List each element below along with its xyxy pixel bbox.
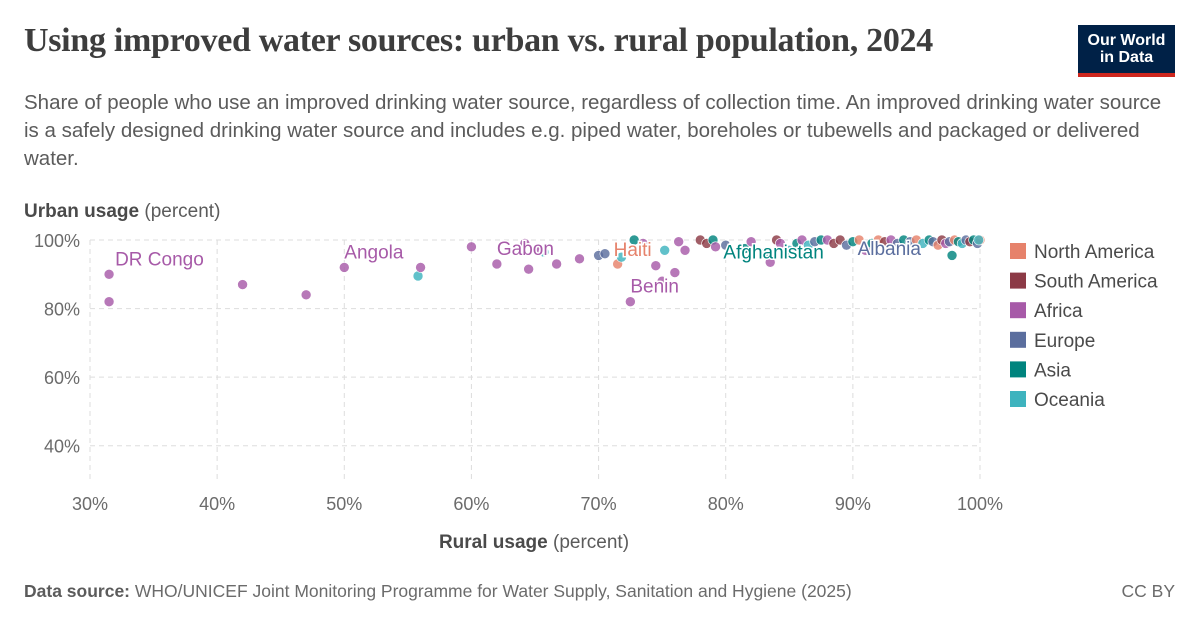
- license-link[interactable]: CC BY: [1121, 581, 1175, 601]
- data-points: [103, 234, 986, 308]
- point-label: Afghanistan: [723, 243, 823, 264]
- y-axis-title-unit: (percent): [144, 201, 220, 222]
- grid-lines: [89, 239, 981, 480]
- x-tick-label: 30%: [72, 494, 108, 514]
- logo-line-1: Our World: [1087, 32, 1166, 49]
- point-label: Angola: [344, 242, 404, 263]
- data-point: [775, 238, 786, 249]
- data-point: [946, 250, 958, 261]
- x-tick-label: 100%: [957, 494, 1003, 514]
- data-point: [237, 279, 248, 290]
- data-point: [853, 234, 865, 246]
- legend-swatch: [1010, 302, 1026, 319]
- data-source: Data source: WHO/UNICEF Joint Monitoring…: [24, 581, 852, 602]
- data-point: [720, 239, 732, 251]
- data-point: [519, 238, 531, 249]
- data-point: [574, 253, 585, 265]
- x-axis-title-unit: (percent): [553, 532, 629, 553]
- x-tick-label: 50%: [326, 494, 362, 514]
- x-tick-label: 80%: [708, 494, 744, 514]
- legend-swatch: [1010, 272, 1026, 289]
- legend-swatch: [1010, 331, 1026, 348]
- data-point: [758, 248, 770, 260]
- point-label: Haiti: [614, 240, 652, 261]
- data-point: [764, 256, 776, 268]
- data-point: [551, 258, 562, 270]
- y-tick-label: 40%: [44, 437, 80, 457]
- point-label: Gabon: [497, 239, 554, 260]
- x-tick-label: 60%: [453, 494, 489, 514]
- data-point: [599, 248, 611, 260]
- x-axis-title-bold: Rural usage: [439, 532, 548, 553]
- legend-swatch: [1010, 243, 1026, 259]
- data-point: [673, 236, 684, 248]
- point-label: Benin: [630, 277, 679, 298]
- data-point: [415, 262, 426, 273]
- data-point: [491, 258, 503, 270]
- data-point: [523, 263, 534, 275]
- legend-label: Africa: [1034, 301, 1083, 322]
- y-axis-title-bold: Urban usage: [24, 201, 139, 222]
- data-point: [973, 234, 985, 246]
- data-point: [710, 241, 721, 253]
- chart-title: Using improved water sources: urban vs. …: [24, 22, 933, 59]
- data-point: [745, 236, 757, 248]
- data-point: [300, 289, 312, 301]
- data-point: [656, 275, 668, 287]
- data-point: [659, 244, 670, 256]
- data-point: [679, 244, 691, 256]
- legend: North America South America Africa Europe As…: [1010, 242, 1158, 411]
- data-point: [338, 262, 350, 273]
- data-point: [783, 244, 795, 256]
- owid-logo[interactable]: Our World in Data: [1078, 25, 1175, 77]
- point-labels: DR Congo Angola Gabon Haiti Benin Afghanistan…: [114, 238, 923, 300]
- data-point: [625, 296, 636, 308]
- data-point: [739, 243, 751, 254]
- data-point: [860, 244, 871, 256]
- legend-swatch: [1010, 391, 1026, 407]
- data-point: [650, 260, 662, 272]
- logo-line-2: in Data: [1099, 49, 1154, 66]
- legend-swatch: [1010, 361, 1026, 378]
- x-tick-label: 40%: [199, 494, 235, 514]
- data-point: [669, 267, 681, 278]
- y-tick-label: 100%: [34, 231, 80, 251]
- x-tick-label: 70%: [581, 494, 617, 514]
- data-point: [616, 251, 627, 263]
- point-label: DR Congo: [115, 249, 204, 270]
- x-tick-label: 90%: [835, 494, 871, 514]
- point-label: Albania: [858, 239, 922, 260]
- data-source-label: Data source:: [24, 581, 131, 601]
- legend-label: South America: [1034, 272, 1158, 293]
- y-tick-label: 60%: [44, 368, 80, 388]
- legend-label: Asia: [1034, 360, 1071, 381]
- legend-label: Oceania: [1034, 390, 1105, 411]
- y-axis-title: Urban usage (percent): [24, 201, 220, 222]
- legend-label: North America: [1034, 242, 1155, 263]
- data-point: [466, 241, 477, 253]
- data-point: [103, 296, 115, 308]
- data-point: [538, 246, 550, 258]
- tick-labels: 40% 60% 80% 100% 30% 40% 50% 60% 70% 80% 90% 100%: [34, 231, 1003, 514]
- data-point: [637, 238, 649, 249]
- data-source-text: WHO/UNICEF Joint Monitoring Programme fo…: [134, 581, 852, 601]
- data-point: [103, 268, 115, 280]
- x-axis-title: Rural usage (percent): [439, 532, 629, 553]
- chart-subtitle: Share of people who use an improved drin…: [24, 91, 1162, 170]
- y-tick-label: 80%: [44, 300, 80, 320]
- legend-label: Europe: [1034, 331, 1095, 352]
